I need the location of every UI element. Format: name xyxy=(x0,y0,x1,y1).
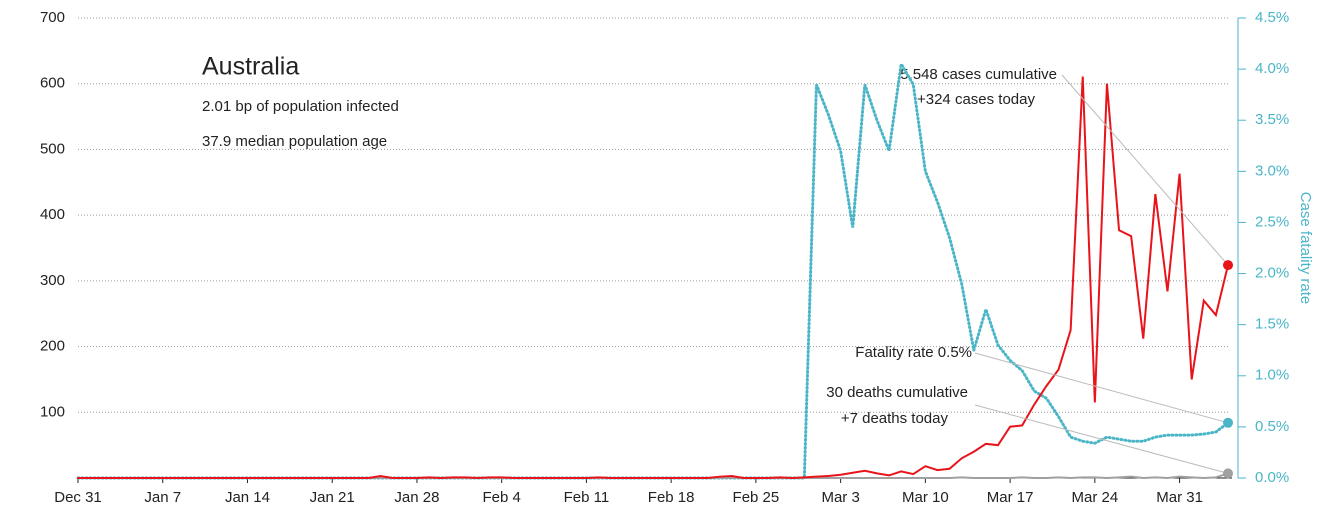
y2-tick-label: 2.5% xyxy=(1255,213,1289,230)
x-tick-label: Mar 3 xyxy=(821,489,859,506)
subtitle: 2.01 bp of population infected xyxy=(202,98,399,115)
x-tick-label: Jan 14 xyxy=(225,489,270,506)
annotation: +324 cases today xyxy=(917,91,1036,108)
x-tick-label: Feb 4 xyxy=(483,489,521,506)
data-line xyxy=(76,59,1230,480)
annotation: 5,548 cases cumulative xyxy=(900,66,1057,83)
end-marker xyxy=(1223,468,1233,479)
end-marker xyxy=(1223,417,1233,428)
x-tick-label: Mar 24 xyxy=(1071,489,1118,506)
x-tick-label: Jan 21 xyxy=(310,489,355,506)
y2-tick-label: 0.0% xyxy=(1255,469,1289,486)
y2-tick-label: 3.0% xyxy=(1255,162,1289,179)
x-tick-label: Mar 17 xyxy=(987,489,1034,506)
y2-tick-label: 0.5% xyxy=(1255,418,1289,435)
y-tick-label: 600 xyxy=(40,75,65,92)
x-tick-label: Feb 18 xyxy=(648,489,695,506)
leader-line xyxy=(1061,74,1229,266)
x-tick-label: Feb 25 xyxy=(733,489,780,506)
y2-tick-label: 4.0% xyxy=(1255,60,1289,77)
leader-line xyxy=(974,404,1229,474)
x-tick-label: Mar 31 xyxy=(1156,489,1203,506)
y2-tick-label: 1.5% xyxy=(1255,316,1289,333)
leader-line xyxy=(974,352,1229,424)
y2-tick-label: 4.5% xyxy=(1255,9,1289,26)
data-line xyxy=(77,76,1229,480)
y-tick-label: 700 xyxy=(40,9,65,26)
y2-tick-label: 2.0% xyxy=(1255,265,1289,282)
chart-title: Australia xyxy=(202,53,299,81)
x-tick-label: Mar 10 xyxy=(902,489,949,506)
plot: 100 200 300 400 500 600 700 0.0% 0.5% 1.0% 1.5% 2.0… xyxy=(40,9,1289,506)
y-tick-label: 300 xyxy=(40,272,65,289)
y2-tick-label: 1.0% xyxy=(1255,367,1289,384)
y-tick-label: 500 xyxy=(40,140,65,157)
subtitle: 37.9 median population age xyxy=(202,133,387,150)
x-tick-label: Jan 7 xyxy=(144,489,181,506)
y-tick-label: 200 xyxy=(40,338,65,355)
annotation: +7 deaths today xyxy=(841,410,949,427)
y2-tick-label: 3.5% xyxy=(1255,111,1289,128)
end-marker xyxy=(1223,260,1233,271)
y2-axis-label: Case fatality rate xyxy=(1297,192,1314,305)
x-tick-label: Dec 31 xyxy=(54,489,102,506)
y-tick-label: 100 xyxy=(40,403,65,420)
x-tick-label: Feb 11 xyxy=(564,489,610,506)
annotation: 30 deaths cumulative xyxy=(826,384,968,401)
annotation: Fatality rate 0.5% xyxy=(855,344,972,361)
y-tick-label: 400 xyxy=(40,206,65,223)
x-tick-label: Jan 28 xyxy=(394,489,439,506)
